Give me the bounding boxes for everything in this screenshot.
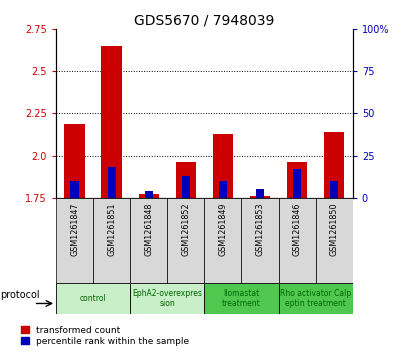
Bar (182, 176, 190, 198)
Bar (176, 162, 196, 198)
Bar (167, 198, 204, 285)
Bar (145, 191, 153, 198)
Text: protocol: protocol (0, 290, 39, 300)
Text: GSM1261849: GSM1261849 (218, 202, 227, 256)
Text: GSM1261851: GSM1261851 (107, 202, 116, 256)
Bar (242, 198, 278, 285)
Bar (71, 181, 79, 198)
Text: EphA2-overexpres
sion: EphA2-overexpres sion (132, 289, 202, 308)
Bar (56, 198, 93, 285)
Bar (278, 198, 316, 285)
Bar (324, 132, 344, 198)
Bar (101, 46, 122, 198)
Text: GSM1261852: GSM1261852 (181, 202, 190, 256)
Text: GSM1261846: GSM1261846 (293, 202, 302, 256)
Bar (213, 134, 233, 198)
Bar (278, 283, 353, 314)
Bar (56, 283, 130, 314)
Bar (205, 198, 242, 285)
Bar (204, 283, 278, 314)
Bar (107, 167, 116, 198)
Bar (287, 162, 308, 198)
Text: GSM1261850: GSM1261850 (330, 202, 339, 256)
Text: Rho activator Calp
eptin treatment: Rho activator Calp eptin treatment (280, 289, 351, 308)
Bar (250, 196, 270, 198)
Text: control: control (80, 294, 107, 303)
Bar (130, 283, 204, 314)
Text: Ilomastat
treatment: Ilomastat treatment (222, 289, 261, 308)
Legend: transformed count, percentile rank within the sample: transformed count, percentile rank withi… (21, 326, 190, 346)
Bar (139, 195, 159, 198)
Text: GSM1261848: GSM1261848 (144, 202, 153, 256)
Title: GDS5670 / 7948039: GDS5670 / 7948039 (134, 14, 275, 28)
Bar (293, 169, 301, 198)
Bar (330, 181, 338, 198)
Text: GSM1261853: GSM1261853 (256, 202, 264, 256)
Text: GSM1261847: GSM1261847 (70, 202, 79, 256)
Bar (256, 189, 264, 198)
Bar (219, 181, 227, 198)
Bar (64, 123, 85, 198)
Bar (93, 198, 130, 285)
Bar (316, 198, 353, 285)
Bar (130, 198, 167, 285)
